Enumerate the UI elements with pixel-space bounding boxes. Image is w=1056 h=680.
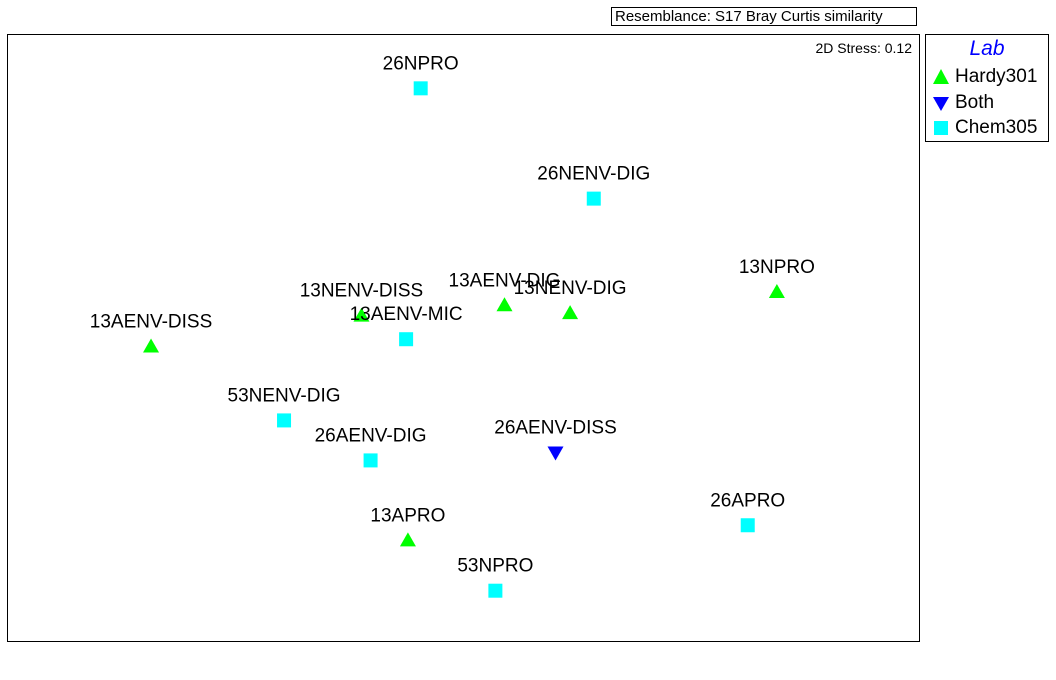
data-label-13aenv-mic: 13AENV-MIC: [350, 304, 463, 325]
data-label-26aenv-diss: 26AENV-DISS: [494, 418, 617, 439]
data-label-13aenv-dig: 13AENV-DIG: [449, 270, 561, 291]
triangle-down-icon: [933, 97, 949, 111]
data-label-13nenv-dig: 13NENV-DIG: [514, 278, 627, 299]
legend-item-label: Hardy301: [955, 66, 1038, 87]
data-label-13aenv-diss: 13AENV-DISS: [90, 311, 213, 332]
legend-item-label: Both: [955, 92, 995, 113]
data-point-26aenv-diss: [547, 446, 564, 461]
data-label-13npro: 13NPRO: [739, 257, 815, 278]
legend-item-both: Both: [931, 91, 994, 115]
data-point-13aenv-dig: [496, 297, 513, 312]
data-label-53npro: 53NPRO: [457, 556, 533, 577]
legend: Lab Hardy301 Both Chem305: [925, 34, 1049, 142]
square-icon: [934, 121, 948, 135]
legend-item-hardy301: Hardy301: [931, 65, 1037, 89]
stress-label: 2D Stress: 0.12: [815, 40, 913, 56]
data-point-13npro: [768, 283, 785, 298]
data-point-26apro: [740, 518, 755, 533]
triangle-up-icon: [933, 69, 949, 84]
data-point-26npro: [413, 81, 428, 96]
legend-item-label: Chem305: [955, 117, 1038, 138]
data-point-13nenv-dig: [562, 305, 579, 320]
data-point-26nenv-dig: [586, 191, 601, 206]
data-label-13nenv-diss: 13NENV-DISS: [300, 281, 424, 302]
mds-scatter-plot: 26NPRO26NENV-DIG13NPRO13AENV-DIG13NENV-D…: [90, 53, 815, 598]
legend-item-chem305: Chem305: [931, 116, 1037, 140]
data-point-13apro: [399, 532, 416, 547]
data-label-26apro: 26APRO: [710, 490, 785, 511]
data-point-26aenv-dig: [363, 453, 378, 468]
resemblance-label: Resemblance: S17 Bray Curtis similarity: [611, 7, 917, 26]
data-label-26npro: 26NPRO: [383, 53, 459, 74]
data-label-53nenv-dig: 53NENV-DIG: [228, 385, 341, 406]
data-label-26nenv-dig: 26NENV-DIG: [537, 164, 650, 185]
data-point-13aenv-mic: [399, 332, 414, 347]
data-point-13aenv-diss: [143, 338, 160, 353]
data-point-13nenv-diss: [353, 307, 370, 322]
data-label-13apro: 13APRO: [370, 505, 445, 526]
data-point-53npro: [488, 583, 503, 598]
plot-area: 2D Stress: 0.12 26NPRO 26NENV-DIG 13NPRO 13…: [7, 34, 920, 642]
data-label-26aenv-dig: 26AENV-DIG: [315, 425, 427, 446]
data-point-53nenv-dig: [277, 413, 292, 428]
legend-title: Lab: [969, 37, 1005, 60]
